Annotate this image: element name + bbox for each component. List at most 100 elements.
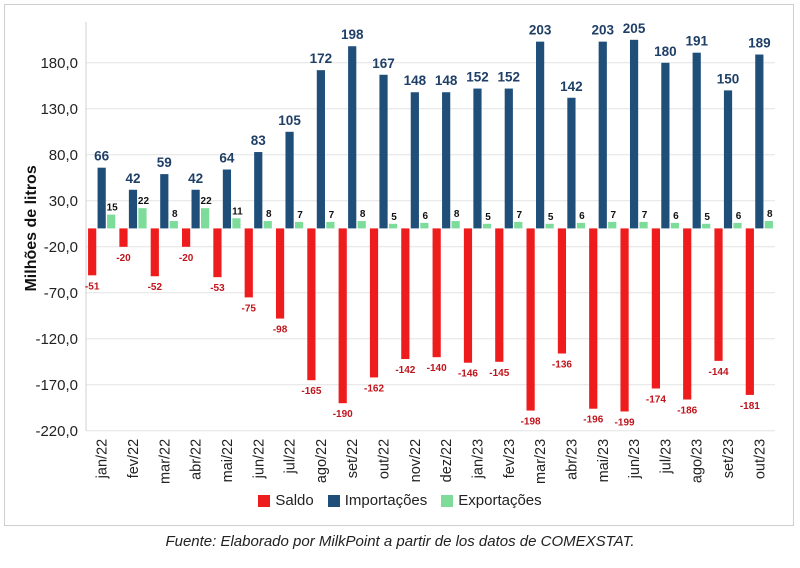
y-tick-label: 30,0 — [49, 193, 78, 210]
bar-saldo-fev-23 — [495, 228, 504, 362]
data-label-exportações: 8 — [767, 209, 773, 220]
bar-exportações-set-22 — [357, 221, 366, 229]
bar-importações-mar-23 — [536, 41, 545, 229]
data-label-importações: 148 — [404, 73, 427, 88]
x-tick-label: out/22 — [377, 439, 393, 479]
data-label-saldo: -142 — [395, 365, 415, 376]
data-label-importações: 142 — [560, 79, 583, 94]
x-tick-label: nov/22 — [408, 439, 424, 483]
bar-exportações-fev-23 — [514, 221, 523, 229]
bar-exportações-jan-23 — [482, 223, 492, 229]
bar-importações-jun-23 — [629, 39, 639, 229]
data-label-exportações: 7 — [610, 210, 616, 221]
bar-importações-jul-22 — [285, 131, 294, 229]
bar-importações-jan-23 — [473, 88, 482, 229]
bar-importações-set-23 — [723, 90, 733, 229]
bar-saldo-jun-22 — [244, 228, 253, 298]
legend-swatch — [327, 494, 340, 507]
data-label-saldo: -186 — [677, 406, 697, 417]
x-tick-label: ago/23 — [690, 439, 706, 483]
legend-label: Saldo — [275, 492, 314, 509]
bar-importações-out-22 — [379, 74, 388, 229]
x-tick-label: mar/22 — [157, 439, 173, 484]
chart-legend: Saldo Importações Exportações — [0, 492, 800, 509]
bar-exportações-dez-22 — [451, 221, 460, 229]
data-label-saldo: -51 — [85, 281, 100, 292]
bar-saldo-mar-22 — [150, 228, 159, 277]
bar-saldo-mai-23 — [589, 228, 598, 409]
data-label-saldo: -136 — [552, 360, 572, 371]
x-tick-label: jul/22 — [283, 439, 299, 475]
x-tick-label: abr/22 — [189, 439, 205, 480]
data-label-importações: 66 — [94, 149, 110, 164]
data-label-saldo: -53 — [210, 283, 225, 294]
bar-exportações-ago-23 — [702, 223, 711, 229]
bar-exportações-jul-22 — [294, 221, 304, 229]
data-label-importações: 64 — [219, 151, 235, 166]
data-label-saldo: -145 — [489, 368, 509, 379]
bar-exportações-mar-23 — [545, 223, 554, 229]
x-tick-label: jan/22 — [95, 439, 111, 480]
y-tick-label: -70,0 — [44, 285, 78, 302]
bar-saldo-nov-22 — [401, 228, 410, 360]
x-tick-label: dez/22 — [439, 439, 455, 483]
bar-saldo-ago-23 — [683, 228, 692, 400]
legend-swatch — [441, 494, 454, 507]
x-tick-label: fev/22 — [126, 439, 142, 479]
data-label-saldo: -140 — [427, 363, 447, 374]
data-label-exportações: 7 — [642, 210, 648, 221]
bar-saldo-jan-22 — [88, 228, 97, 276]
data-label-exportações: 7 — [297, 210, 303, 221]
legend-item-exportações: Exportações — [441, 492, 542, 509]
data-label-saldo: -146 — [458, 369, 478, 380]
data-label-saldo: -196 — [583, 415, 603, 426]
y-tick-label: -120,0 — [35, 331, 78, 348]
data-label-exportações: 22 — [138, 196, 150, 207]
data-label-exportações: 11 — [232, 206, 243, 217]
data-label-saldo: -144 — [709, 367, 729, 378]
bar-exportações-fev-22 — [138, 208, 147, 229]
bar-saldo-jun-23 — [620, 228, 629, 412]
bar-saldo-out-22 — [369, 228, 379, 378]
bar-importações-mai-22 — [222, 169, 232, 229]
chart-caption: Fuente: Elaborado por MilkPoint a partir… — [165, 533, 635, 550]
bar-saldo-mar-23 — [526, 228, 535, 411]
data-label-importações: 203 — [529, 23, 552, 38]
x-tick-label: set/22 — [345, 439, 361, 479]
data-label-saldo: -174 — [646, 394, 666, 405]
data-label-exportações: 7 — [329, 210, 335, 221]
bar-exportações-jul-23 — [670, 222, 679, 229]
y-tick-label: -170,0 — [35, 377, 78, 394]
x-tick-label: ago/22 — [314, 439, 330, 483]
bar-importações-fev-23 — [504, 88, 513, 229]
legend-item-saldo: Saldo — [258, 492, 314, 509]
bar-saldo-jan-23 — [463, 228, 473, 363]
bar-saldo-abr-22 — [182, 228, 191, 247]
bar-importações-out-23 — [755, 54, 764, 229]
data-label-saldo: -20 — [116, 253, 131, 264]
bar-importações-mai-23 — [598, 41, 607, 229]
data-label-saldo: -162 — [364, 383, 384, 394]
x-tick-label: abr/23 — [564, 439, 580, 480]
data-label-saldo: -198 — [521, 417, 541, 428]
legend-item-importações: Importações — [327, 492, 428, 509]
bar-saldo-mai-22 — [213, 228, 222, 278]
bar-importações-abr-22 — [191, 189, 200, 229]
data-label-saldo: -190 — [333, 409, 353, 420]
data-label-exportações: 22 — [201, 196, 213, 207]
data-label-importações: 83 — [251, 133, 267, 148]
x-tick-label: out/23 — [752, 439, 768, 479]
legend-label: Importações — [344, 492, 428, 509]
data-label-saldo: -20 — [179, 253, 194, 264]
data-label-saldo: -98 — [273, 325, 288, 336]
y-tick-label: 130,0 — [40, 101, 78, 118]
x-tick-label: jan/23 — [470, 439, 486, 480]
data-label-importações: 59 — [157, 155, 172, 170]
bar-exportações-set-23 — [733, 222, 742, 229]
data-label-importações: 198 — [341, 27, 364, 42]
data-label-saldo: -52 — [148, 282, 163, 293]
bar-exportações-nov-22 — [420, 222, 429, 229]
y-axis-title: Milhões de litros — [23, 165, 40, 291]
data-label-importações: 152 — [466, 70, 489, 85]
bar-exportações-out-23 — [764, 221, 773, 229]
